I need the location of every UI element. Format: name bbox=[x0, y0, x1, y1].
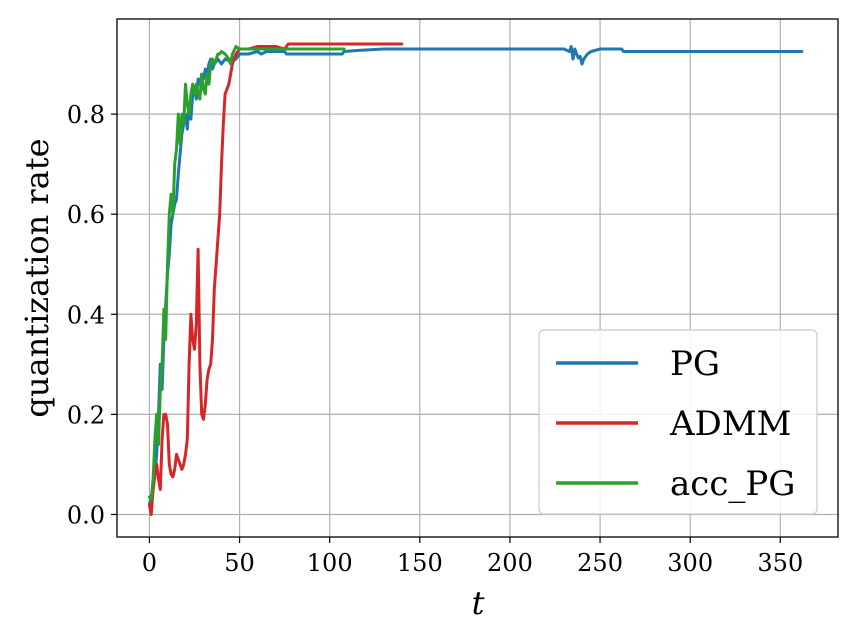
plot-frame bbox=[116, 18, 839, 538]
x-tick-label: 150 bbox=[397, 549, 443, 577]
series-line-acc-pg bbox=[147, 45, 346, 501]
x-tick-label: 0 bbox=[142, 549, 157, 577]
y-tick-label: 0.8 bbox=[67, 101, 105, 129]
legend-box bbox=[538, 329, 818, 515]
x-tick-label: 350 bbox=[757, 549, 803, 577]
y-axis-label: quantization rate bbox=[18, 138, 56, 417]
legend-label-acc-pg: acc_PG bbox=[670, 464, 795, 504]
y-tick-label: 0.2 bbox=[67, 401, 105, 429]
legend: PG ADMM acc_PG bbox=[538, 329, 818, 515]
x-tick-label: 200 bbox=[487, 549, 533, 577]
y-tick-label: 0.4 bbox=[67, 301, 105, 329]
x-tick-label: 100 bbox=[307, 549, 353, 577]
y-tick-label: 0.6 bbox=[67, 201, 105, 229]
series-line-admm bbox=[147, 42, 404, 516]
legend-label-admm: ADMM bbox=[669, 404, 791, 444]
axis-ticks: 0 50 100 150 200 250 300 350 0.0 0.2 0.4 0.6 0.8 bbox=[67, 101, 803, 577]
x-tick-label: 50 bbox=[224, 549, 255, 577]
y-tick-label: 0.0 bbox=[67, 501, 105, 529]
x-axis-label: t bbox=[472, 584, 485, 622]
x-tick-label: 250 bbox=[577, 549, 623, 577]
x-tick-label: 300 bbox=[667, 549, 713, 577]
legend-label-pg: PG bbox=[670, 344, 720, 384]
series-lines bbox=[147, 42, 804, 516]
